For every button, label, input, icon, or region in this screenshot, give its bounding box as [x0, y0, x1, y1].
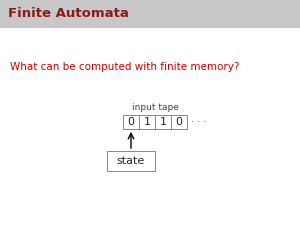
Bar	[171, 115, 187, 129]
Bar	[123, 115, 139, 129]
Text: 1: 1	[143, 117, 151, 127]
Bar	[107, 151, 155, 171]
Text: · · ·: · · ·	[191, 117, 206, 127]
Text: 0: 0	[176, 117, 182, 127]
Text: What can be computed with finite memory?: What can be computed with finite memory?	[10, 62, 239, 72]
Bar	[0, 0, 300, 27]
Bar	[139, 115, 155, 129]
Text: state: state	[117, 156, 145, 166]
Text: input tape: input tape	[132, 103, 178, 112]
Text: Finite Automata: Finite Automata	[8, 7, 129, 20]
Bar	[155, 115, 171, 129]
Text: 1: 1	[160, 117, 167, 127]
Text: 0: 0	[128, 117, 134, 127]
